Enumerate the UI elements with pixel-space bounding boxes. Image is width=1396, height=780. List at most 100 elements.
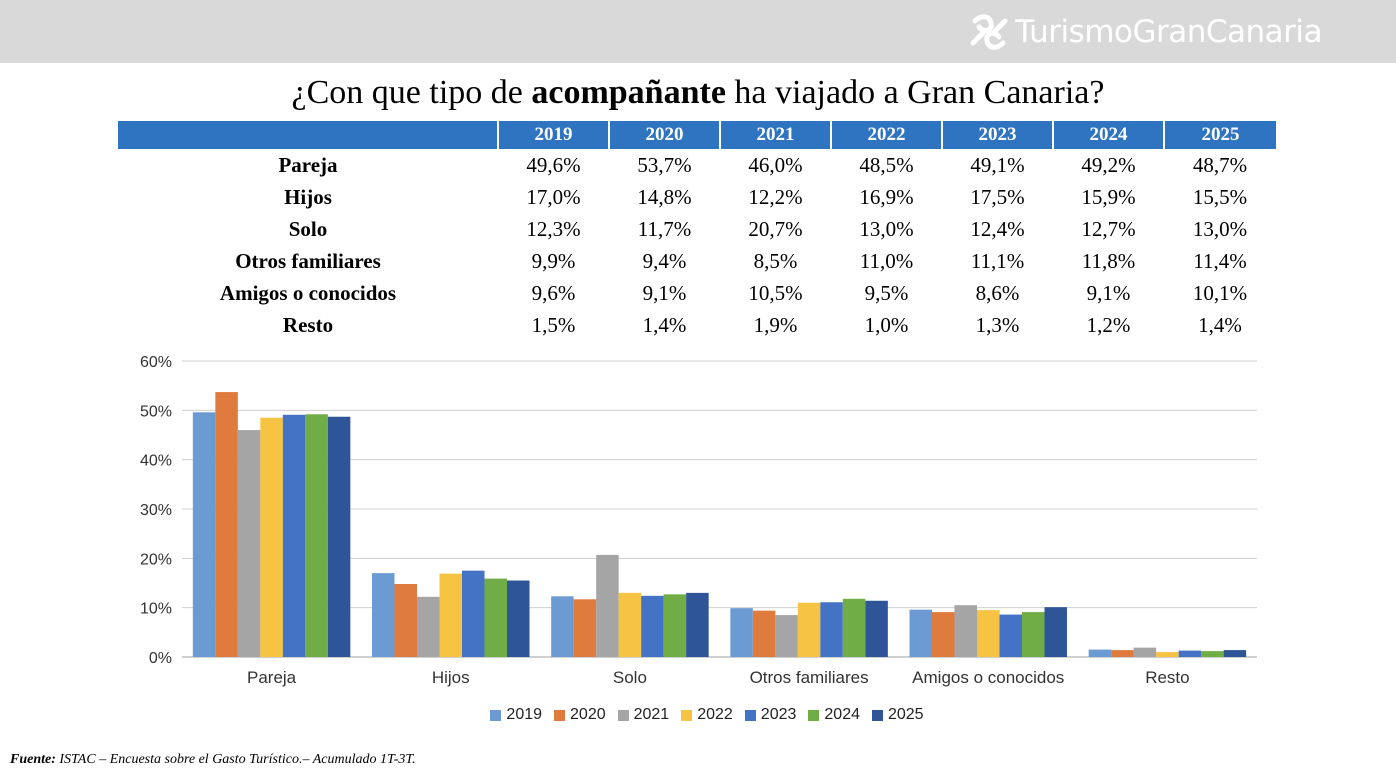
table-year-header: 2024 xyxy=(1052,121,1164,149)
table-row-label: Pareja xyxy=(278,152,338,177)
table-header-row: 2019 2020 2021 2022 2023 2024 2025 xyxy=(118,121,1276,149)
bar-2020 xyxy=(215,392,238,657)
source-label: Fuente: xyxy=(10,752,56,767)
bar-2019 xyxy=(372,573,395,657)
table-cell: 11,0% xyxy=(859,248,914,273)
table-cell: 12,7% xyxy=(1081,216,1136,241)
table-cell: 1,4% xyxy=(1198,312,1242,337)
table-row: Amigos o conocidos 9,6% 9,1% 10,5% 9,5% 8,6% 9… xyxy=(118,277,1276,309)
table-cell: 49,6% xyxy=(526,152,581,177)
table-cell: 9,6% xyxy=(531,280,576,305)
legend-label: 2022 xyxy=(697,706,733,723)
bar-2020 xyxy=(932,612,955,657)
bar-2025 xyxy=(507,580,530,657)
table-cell: 20,7% xyxy=(748,216,803,241)
table-cell: 9,4% xyxy=(642,248,687,273)
x-tick-label: Resto xyxy=(1145,668,1189,687)
bar-2024 xyxy=(1022,612,1045,657)
bar-chart: 0% 10% 20% 30% 40% 50% 60% Pareja Hijos Solo Otros… xyxy=(140,354,1257,687)
table-year-header: 2020 xyxy=(608,121,720,149)
table-cell: 15,5% xyxy=(1192,184,1248,209)
title-prefix: ¿Con que tipo de xyxy=(291,74,532,111)
legend-label: 2024 xyxy=(824,706,860,723)
table-body: Pareja 49,6% 53,7% 46,0% 48,5% 49,1% 49,2% 48,7… xyxy=(118,149,1276,341)
y-tick-label: 60% xyxy=(140,354,172,371)
bar-2022 xyxy=(618,592,642,657)
table-cell: 11,7% xyxy=(637,216,692,241)
bar-2021 xyxy=(775,615,798,657)
table-cell: 48,7% xyxy=(1192,152,1248,177)
bar-2019 xyxy=(192,412,216,657)
table-cell: 13,0% xyxy=(859,216,914,241)
table-cell: 13,0% xyxy=(1192,216,1248,241)
bar-2023 xyxy=(999,614,1022,657)
bar-2021 xyxy=(596,554,619,657)
bar-2025 xyxy=(865,600,888,657)
table-cell: 17,5% xyxy=(970,184,1025,209)
table-cell: 1,9% xyxy=(753,312,798,337)
bar-2025 xyxy=(1044,607,1067,657)
table-year-header: 2025 xyxy=(1163,121,1276,149)
table-corner-cell xyxy=(118,121,498,149)
table-cell: 49,2% xyxy=(1081,152,1136,177)
brand-name: TurismoGranCanaria xyxy=(1015,14,1322,50)
legend-item: 2024 xyxy=(808,706,860,724)
bar-2023 xyxy=(282,414,306,657)
table-cell: 8,5% xyxy=(753,248,798,273)
legend-item: 2022 xyxy=(681,706,733,724)
table-cell: 10,1% xyxy=(1192,280,1248,305)
bar-2023 xyxy=(641,595,664,657)
table-cell: 1,4% xyxy=(642,312,687,337)
table-cell: 11,8% xyxy=(1081,248,1136,273)
table-cell: 1,3% xyxy=(975,312,1020,337)
brand-logo: TurismoGranCanaria xyxy=(969,11,1322,53)
bar-2024 xyxy=(842,598,866,657)
legend-item: 2021 xyxy=(617,706,669,724)
table-cell: 53,7% xyxy=(637,152,692,177)
bar-2023 xyxy=(462,570,485,657)
bar-2025 xyxy=(1223,650,1247,657)
title-emphasis: acompañante xyxy=(531,74,726,111)
bar-2022 xyxy=(439,573,462,657)
table-cell: 49,1% xyxy=(970,152,1025,177)
bar-2022 xyxy=(797,602,821,657)
y-tick-label: 40% xyxy=(140,453,172,470)
bar-2022 xyxy=(1156,652,1179,657)
bar-2021 xyxy=(237,430,261,657)
table-cell: 12,4% xyxy=(970,216,1025,241)
table-cell: 9,5% xyxy=(864,280,909,305)
bar-2021 xyxy=(954,605,977,657)
table-cell: 15,9% xyxy=(1081,184,1136,209)
brand-symbol-icon xyxy=(970,14,1008,50)
bar-2020 xyxy=(752,610,776,657)
table-row-label: Resto xyxy=(282,312,334,337)
legend-item: 2020 xyxy=(554,706,606,724)
table-cell: 46,0% xyxy=(748,152,803,177)
table-cell: 9,9% xyxy=(531,248,576,273)
table-cell: 16,9% xyxy=(859,184,914,209)
bar-2019 xyxy=(1088,649,1112,657)
data-table: 2019 2020 2021 2022 2023 2024 2025 Parej… xyxy=(118,121,1276,341)
table-row: Pareja 49,6% 53,7% 46,0% 48,5% 49,1% 49,2% 48,7… xyxy=(118,149,1276,181)
table-year-header: 2021 xyxy=(719,121,831,149)
bar-2025 xyxy=(327,416,351,657)
y-tick-label: 0% xyxy=(149,650,172,667)
legend-swatch xyxy=(554,709,566,721)
x-tick-label: Hijos xyxy=(432,668,470,687)
bar-2025 xyxy=(686,592,709,657)
table-year-header: 2023 xyxy=(941,121,1053,149)
table-row: Hijos 17,0% 14,8% 12,2% 16,9% 17,5% 15,9% 15,5% xyxy=(118,181,1276,213)
table-row-label: Hijos xyxy=(284,184,332,209)
table-cell: 1,0% xyxy=(864,312,909,337)
table-row-label: Otros familiares xyxy=(235,248,381,273)
bar-2024 xyxy=(305,414,328,657)
table-cell: 8,6% xyxy=(975,280,1020,305)
bar-2020 xyxy=(394,583,417,657)
bar-2023 xyxy=(820,602,843,657)
bar-2022 xyxy=(260,417,283,657)
table-cell: 12,2% xyxy=(748,184,803,209)
source-text: ISTAC – Encuesta sobre el Gasto Turístic… xyxy=(55,752,416,767)
bar-2021 xyxy=(417,596,440,657)
y-tick-label: 10% xyxy=(140,601,172,618)
y-tick-label: 50% xyxy=(140,403,172,420)
